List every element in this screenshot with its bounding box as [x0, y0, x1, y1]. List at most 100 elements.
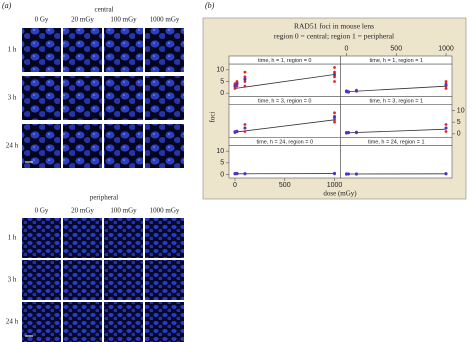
- fit-line: [346, 85, 447, 93]
- data-point: [333, 118, 336, 122]
- row-label: 1 h: [8, 234, 17, 242]
- y-tick-label: 5: [220, 160, 224, 167]
- strip-label: time, h = 24, region = 1: [368, 139, 425, 145]
- data-point: [243, 130, 247, 133]
- micrograph-tile: [104, 260, 143, 300]
- row-label: 1 h: [8, 46, 17, 54]
- micrograph-tile: [63, 260, 102, 300]
- strip-label: time, h = 3, region = 0: [258, 99, 312, 105]
- x-tick-label: 0: [233, 182, 237, 189]
- mean-point: [235, 130, 239, 133]
- data-point: [333, 75, 336, 79]
- micrograph-tile: [63, 218, 102, 258]
- micrograph-tile: [145, 28, 184, 72]
- row-label: 3 h: [8, 94, 17, 102]
- micrograph-tile: [63, 302, 102, 342]
- micrograph-tile: [104, 76, 143, 120]
- chart-title: RAD51 foci in mouse lens: [294, 22, 374, 31]
- row-label: 24 h: [6, 318, 19, 326]
- row-label: 3 h: [8, 276, 17, 284]
- y-axis-label: foci: [209, 112, 217, 123]
- mean-point: [444, 126, 448, 130]
- panel-label: (a): [2, 1, 12, 10]
- column-header: 100 mGy: [110, 207, 137, 215]
- data-point: [333, 120, 336, 124]
- mean-point: [235, 172, 239, 176]
- data-point: [235, 80, 239, 83]
- mean-point: [444, 83, 448, 87]
- data-point: [444, 87, 448, 90]
- y-tick-label: 0: [220, 171, 224, 178]
- micrograph-tile: [63, 28, 102, 72]
- data-point: [243, 75, 247, 79]
- micrograph-tile: [145, 124, 184, 168]
- strip-label: time, h = 3, region = 1: [369, 99, 423, 105]
- y-tick-label: 10: [457, 107, 465, 114]
- data-point: [444, 80, 448, 83]
- micrograph-tile: [22, 302, 61, 342]
- data-point: [243, 84, 247, 88]
- mean-point: [243, 77, 247, 81]
- data-point: [243, 123, 247, 126]
- strip-label: time, h = 24, region = 0: [256, 139, 313, 145]
- strip-label: time, h = 1, region = 1: [369, 58, 423, 64]
- micrograph-tile: [22, 28, 61, 72]
- panel-area: [340, 145, 453, 179]
- mean-point: [233, 84, 237, 88]
- data-point: [233, 87, 237, 90]
- y-tick-label: 0: [457, 131, 461, 138]
- column-header: 100 mGy: [110, 16, 137, 24]
- data-point: [243, 70, 247, 74]
- y-tick-label: 10: [216, 67, 224, 74]
- x-tick-label: 0: [345, 46, 349, 53]
- micrograph-tile: [22, 218, 61, 258]
- column-header: 1000 mGy: [150, 207, 180, 215]
- mean-point: [346, 90, 350, 94]
- fit-line: [234, 119, 335, 133]
- data-point: [333, 66, 336, 69]
- y-tick-label: 5: [220, 78, 224, 85]
- micrograph-tile: [63, 124, 102, 168]
- column-header: 0 Gy: [35, 16, 49, 24]
- y-tick-label: 5: [457, 119, 461, 126]
- chart-subtitle: region 0 = central; region 1 = periphera…: [274, 32, 394, 41]
- data-point: [444, 130, 448, 133]
- x-tick-label: 500: [390, 46, 402, 53]
- mean-point: [354, 89, 358, 93]
- row-label: 24 h: [6, 142, 19, 150]
- micrograph-tile: [145, 302, 184, 342]
- mean-point: [243, 126, 247, 130]
- strip: [340, 137, 453, 146]
- column-header: 1000 mGy: [150, 16, 180, 24]
- panel-area: [340, 104, 453, 138]
- panel-label: (b): [205, 1, 215, 10]
- micrograph-tile: [22, 260, 61, 300]
- column-header: 0 Gy: [35, 207, 49, 215]
- mean-point: [333, 172, 337, 176]
- y-tick-label: 10: [216, 148, 224, 155]
- micrograph-tile: [145, 76, 184, 120]
- fit-line: [346, 128, 447, 134]
- micrograph-tile: [104, 124, 143, 168]
- section-title: central: [94, 6, 113, 14]
- micrograph-tile: [145, 260, 184, 300]
- data-point: [243, 80, 247, 83]
- x-axis-label: dose (mGy): [323, 190, 357, 198]
- x-tick-label: 1000: [438, 46, 454, 53]
- mean-point: [346, 131, 350, 135]
- data-point: [333, 111, 336, 115]
- x-tick-label: 500: [279, 182, 291, 189]
- fit-line: [234, 74, 335, 89]
- mean-point: [333, 73, 337, 76]
- mean-point: [354, 130, 358, 134]
- mean-point: [354, 172, 358, 176]
- mean-point: [235, 82, 239, 86]
- mean-point: [333, 116, 337, 119]
- strip: [340, 96, 453, 105]
- mean-point: [444, 172, 448, 176]
- micrograph-tile: [22, 124, 61, 168]
- micrograph-tile: [63, 76, 102, 120]
- data-point: [444, 123, 448, 126]
- section-title: peripheral: [90, 194, 118, 202]
